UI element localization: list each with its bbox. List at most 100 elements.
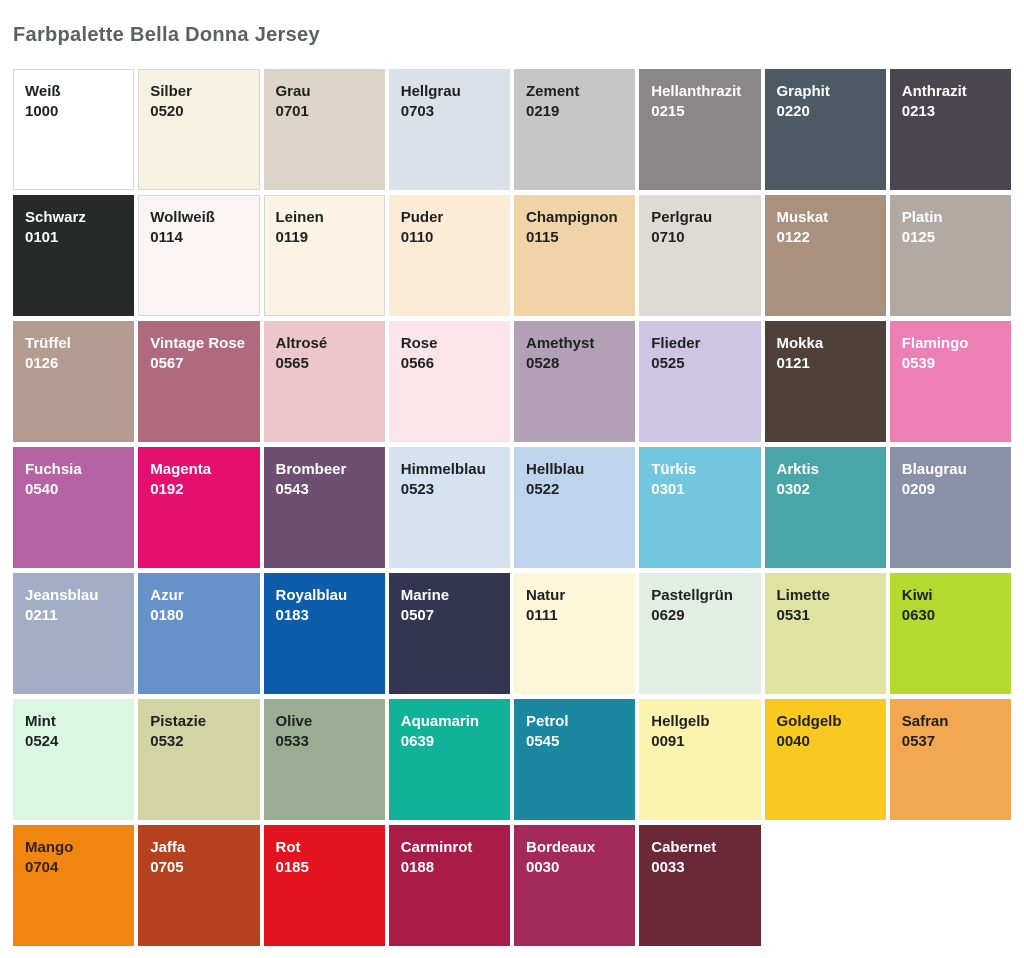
color-swatch: Türkis 0301: [639, 447, 761, 568]
color-name: Himmelblau: [400, 461, 486, 478]
color-name: Graphit: [776, 83, 830, 100]
color-code: 0539: [901, 355, 936, 372]
color-swatch: Schwarz 0101: [13, 195, 135, 316]
color-swatch: Pistazie 0532: [138, 699, 260, 820]
color-code: 0531: [776, 607, 810, 624]
color-swatch: Flamingo 0539: [889, 321, 1011, 442]
color-code: 0301: [651, 481, 685, 498]
color-name: Bordeaux: [526, 839, 596, 856]
palette-grid: Weiß 1000 Silber 0520 Grau 0701 Hellgrau…: [13, 69, 1011, 946]
color-name: Perlgrau: [651, 209, 713, 226]
color-code: 0119: [275, 229, 309, 246]
color-swatch: Hellgrau 0703: [388, 69, 510, 190]
color-name: Jaffa: [150, 839, 186, 856]
color-code: 0040: [776, 733, 810, 750]
color-name: Brombeer: [275, 461, 347, 478]
color-name: Arktis: [776, 461, 820, 478]
color-code: 0220: [776, 103, 810, 120]
color-swatch: Altrosé 0565: [263, 321, 385, 442]
color-name: Rose: [400, 335, 438, 352]
color-code: 0219: [526, 103, 560, 120]
color-swatch: Leinen 0119: [263, 195, 385, 316]
color-name: Magenta: [150, 461, 212, 478]
page-title: Farbpalette Bella Donna Jersey: [13, 24, 320, 46]
color-code: 0704: [25, 859, 59, 876]
color-code: 0091: [651, 733, 685, 750]
color-swatch: Wollweiß 0114: [138, 195, 260, 316]
color-code: 0520: [150, 103, 184, 120]
color-name: Türkis: [651, 461, 697, 478]
color-name: Mango: [25, 839, 74, 856]
color-name: Anthrazit: [901, 83, 967, 100]
color-swatch: Aquamarin 0639: [388, 699, 510, 820]
color-code: 0703: [400, 103, 435, 120]
color-code: 0629: [651, 607, 685, 624]
color-swatch: Limette 0531: [764, 573, 886, 694]
color-swatch: Platin 0125: [889, 195, 1011, 316]
color-name: Amethyst: [526, 335, 595, 352]
color-swatch: Rot 0185: [263, 825, 385, 946]
color-swatch: Olive 0533: [263, 699, 385, 820]
color-swatch: Muskat 0122: [764, 195, 886, 316]
color-swatch: Himmelblau 0523: [388, 447, 510, 568]
color-swatch: Hellanthrazit 0215: [639, 69, 761, 190]
color-swatch: Jaffa 0705: [138, 825, 260, 946]
color-code: 0185: [275, 859, 309, 876]
color-name: Puder: [400, 209, 444, 226]
color-swatch: Marine 0507: [388, 573, 510, 694]
color-code: 0183: [275, 607, 309, 624]
color-name: Rot: [275, 839, 301, 856]
color-name: Schwarz: [25, 209, 86, 226]
color-swatch: Natur 0111: [514, 573, 636, 694]
color-name: Carminrot: [400, 839, 473, 856]
color-swatch: Champignon 0115: [514, 195, 636, 316]
color-swatch: Safran 0537: [889, 699, 1011, 820]
color-code: 0215: [651, 103, 685, 120]
color-swatch: Goldgelb 0040: [764, 699, 886, 820]
color-code: 0111: [526, 607, 558, 624]
color-code: 0523: [400, 481, 435, 498]
color-name: Silber: [150, 83, 192, 100]
color-code: 0115: [526, 229, 559, 246]
color-code: 0710: [651, 229, 685, 246]
color-swatch: Kiwi 0630: [889, 573, 1011, 694]
color-name: Limette: [776, 587, 830, 604]
color-name: Hellanthrazit: [651, 83, 742, 100]
color-name: Flieder: [651, 335, 701, 352]
color-code: 0630: [901, 607, 936, 624]
color-name: Trüffel: [25, 335, 71, 352]
color-code: 0211: [25, 607, 58, 624]
color-name: Hellgrau: [400, 83, 461, 100]
color-code: 0701: [275, 103, 309, 120]
color-code: 0101: [25, 229, 59, 246]
color-name: Royalblau: [275, 587, 348, 604]
color-name: Cabernet: [651, 839, 717, 856]
color-swatch: Cabernet 0033: [639, 825, 761, 946]
color-swatch: Mokka 0121: [764, 321, 886, 442]
color-name: Safran: [901, 713, 949, 730]
color-name: Pistazie: [150, 713, 207, 730]
color-swatch: Bordeaux 0030: [514, 825, 636, 946]
color-code: 0528: [526, 355, 560, 372]
color-code: 0639: [400, 733, 435, 750]
color-code: 0525: [651, 355, 685, 372]
color-code: 0126: [25, 355, 59, 372]
color-code: 0565: [275, 355, 309, 372]
color-swatch: Carminrot 0188: [388, 825, 510, 946]
color-code: 0522: [526, 481, 560, 498]
color-swatch: Flieder 0525: [639, 321, 761, 442]
color-code: 0705: [150, 859, 184, 876]
color-swatch: Perlgrau 0710: [639, 195, 761, 316]
color-code: 0540: [25, 481, 59, 498]
color-name: Zement: [526, 83, 580, 100]
color-name: Hellgelb: [651, 713, 710, 730]
color-swatch: Graphit 0220: [764, 69, 886, 190]
color-name: Grau: [275, 83, 311, 100]
color-code: 0302: [776, 481, 810, 498]
color-code: 0566: [400, 355, 435, 372]
color-swatch: Blaugrau 0209: [889, 447, 1011, 568]
color-name: Altrosé: [275, 335, 328, 352]
color-code: 0110: [400, 229, 434, 246]
color-name: Jeansblau: [25, 587, 99, 604]
color-swatch: Zement 0219: [514, 69, 636, 190]
